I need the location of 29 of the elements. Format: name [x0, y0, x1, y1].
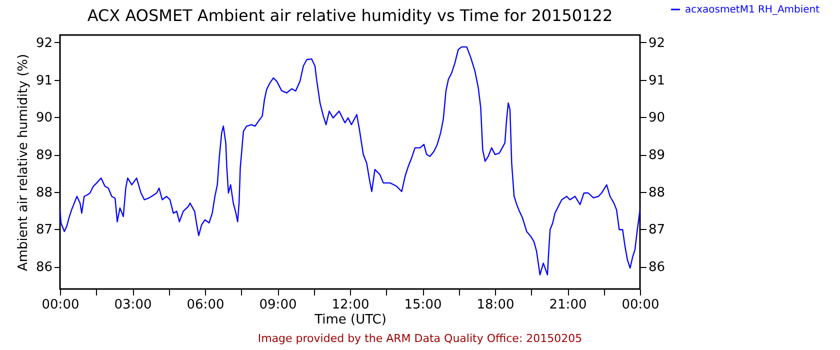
y-tick-label: 88 [36, 185, 52, 200]
x-axis-title: Time (UTC) [314, 312, 386, 328]
line-series [59, 46, 641, 276]
y-tick-label: 89 [36, 148, 52, 164]
x-tick-label: 03:00 [114, 298, 152, 312]
y2-tick-label: 89 [648, 148, 666, 164]
y-tick-label: 87 [36, 222, 52, 238]
y-tick-label: 92 [36, 36, 52, 51]
chart-title: ACX AOSMET Ambient air relative humidity vs Time for 20150122 [86, 6, 614, 25]
y2-tick-label: 90 [648, 110, 666, 126]
y-axis-title: Ambient air relative humidity (%) [16, 54, 31, 272]
x-tick-label: 00:00 [42, 298, 80, 312]
y-tick-label: 86 [36, 260, 52, 276]
x-tick-label: 09:00 [259, 298, 297, 312]
y2-tick-label: 91 [648, 73, 666, 88]
legend-label: acxaosmetM1 RH_Ambient [685, 4, 820, 16]
y2-tick-label: 87 [648, 222, 666, 238]
x-tick-label: 12:00 [332, 298, 370, 312]
y-tick-label: 90 [36, 110, 52, 126]
x-tick-label: 18:00 [476, 298, 514, 312]
y2-tick-label: 88 [648, 185, 666, 200]
x-tick-label: 06:00 [186, 298, 224, 312]
y2-tick-label: 92 [648, 36, 666, 51]
x-tick-label: 15:00 [404, 298, 442, 312]
text: Image provided by the ARM Data Quality Office: 20150205 [256, 332, 584, 345]
y-tick-label: 91 [36, 73, 52, 88]
x-tick-label: 21:00 [549, 298, 587, 312]
y2-tick-label: 86 [648, 260, 666, 276]
x-tick-label: 00:00 [622, 298, 660, 312]
